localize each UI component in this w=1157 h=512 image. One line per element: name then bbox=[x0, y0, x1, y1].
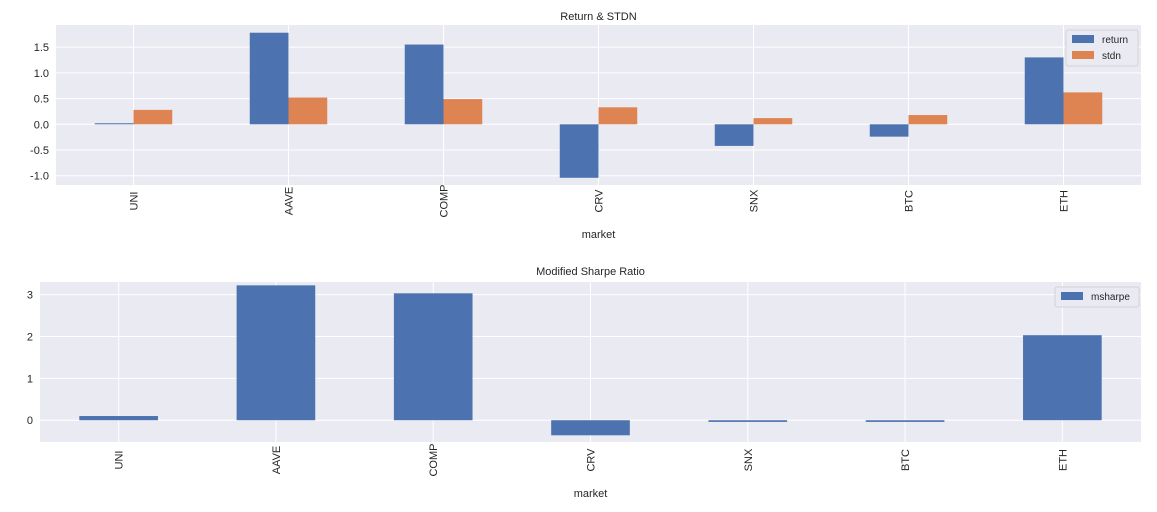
x-tick-label: COMP bbox=[428, 444, 440, 477]
bar-stdn-crv bbox=[598, 107, 638, 125]
bar-return-aave bbox=[249, 32, 289, 125]
chart-title: Modified Sharpe Ratio bbox=[536, 266, 645, 278]
x-tick-label: UNI bbox=[129, 192, 141, 211]
bar-msharpe-btc bbox=[865, 420, 945, 422]
x-tick-label: SNX bbox=[743, 448, 755, 471]
x-axis-label: market bbox=[582, 229, 616, 241]
x-tick-label: CRV bbox=[594, 189, 606, 213]
x-axis-label: market bbox=[574, 488, 608, 500]
bar-return-uni bbox=[94, 123, 134, 125]
x-tick-label: ETH bbox=[1057, 449, 1069, 471]
bar-return-crv bbox=[559, 124, 599, 178]
bar-msharpe-snx bbox=[708, 420, 788, 422]
bar-msharpe-crv bbox=[551, 420, 630, 436]
x-tick-label: SNX bbox=[749, 189, 761, 212]
x-tick-label: AAVE bbox=[271, 446, 283, 475]
bar-stdn-uni bbox=[133, 109, 173, 125]
bar-return-eth bbox=[1024, 57, 1064, 125]
y-tick-label: 1.5 bbox=[34, 42, 49, 54]
y-tick-label: -1.0 bbox=[30, 171, 49, 183]
legend-label: msharpe bbox=[1091, 292, 1130, 303]
legend-swatch bbox=[1072, 51, 1094, 59]
y-tick-label: 0 bbox=[27, 415, 33, 427]
y-tick-label: 0.5 bbox=[34, 94, 49, 106]
bar-stdn-eth bbox=[1063, 92, 1103, 125]
y-tick-label: 2 bbox=[27, 331, 33, 343]
bar-msharpe-comp bbox=[393, 293, 473, 421]
x-tick-label: BTC bbox=[900, 449, 912, 471]
bar-msharpe-eth bbox=[1023, 335, 1102, 421]
bar-stdn-comp bbox=[443, 99, 483, 125]
x-tick-label: CRV bbox=[586, 448, 598, 472]
legend-label: stdn bbox=[1102, 51, 1121, 62]
y-tick-label: -0.5 bbox=[30, 145, 49, 157]
return-stdn-chart: 1.5 1.0 0.5 0.0 -0.5 -1.0 UNI AAVE COMP CRV SNX BTC… bbox=[30, 11, 1141, 241]
y-tick-label: 1.0 bbox=[34, 68, 49, 80]
bar-stdn-snx bbox=[753, 118, 793, 125]
x-tick-label: ETH bbox=[1059, 190, 1071, 212]
y-tick-label: 0.0 bbox=[34, 119, 49, 131]
legend-label: return bbox=[1102, 35, 1128, 46]
modified-sharpe-chart: 3 2 1 0 UNI AAVE COMP CRV SNX BTC ETH Modified Shar… bbox=[27, 266, 1141, 500]
x-tick-label: COMP bbox=[439, 185, 451, 218]
bar-msharpe-aave bbox=[236, 285, 316, 421]
bar-stdn-aave bbox=[288, 97, 328, 125]
bar-return-snx bbox=[714, 124, 754, 146]
bar-stdn-btc bbox=[908, 115, 948, 125]
x-tick-label: UNI bbox=[114, 451, 126, 470]
bar-msharpe-uni bbox=[79, 416, 158, 421]
bar-return-btc bbox=[869, 124, 909, 137]
legend-swatch bbox=[1072, 35, 1094, 43]
legend-swatch bbox=[1061, 292, 1083, 300]
chart-title: Return & STDN bbox=[560, 11, 636, 23]
x-tick-label: AAVE bbox=[284, 187, 296, 216]
bar-return-comp bbox=[404, 44, 444, 125]
y-tick-label: 1 bbox=[27, 373, 33, 385]
x-tick-label: BTC bbox=[904, 190, 916, 212]
y-tick-label: 3 bbox=[27, 290, 33, 302]
